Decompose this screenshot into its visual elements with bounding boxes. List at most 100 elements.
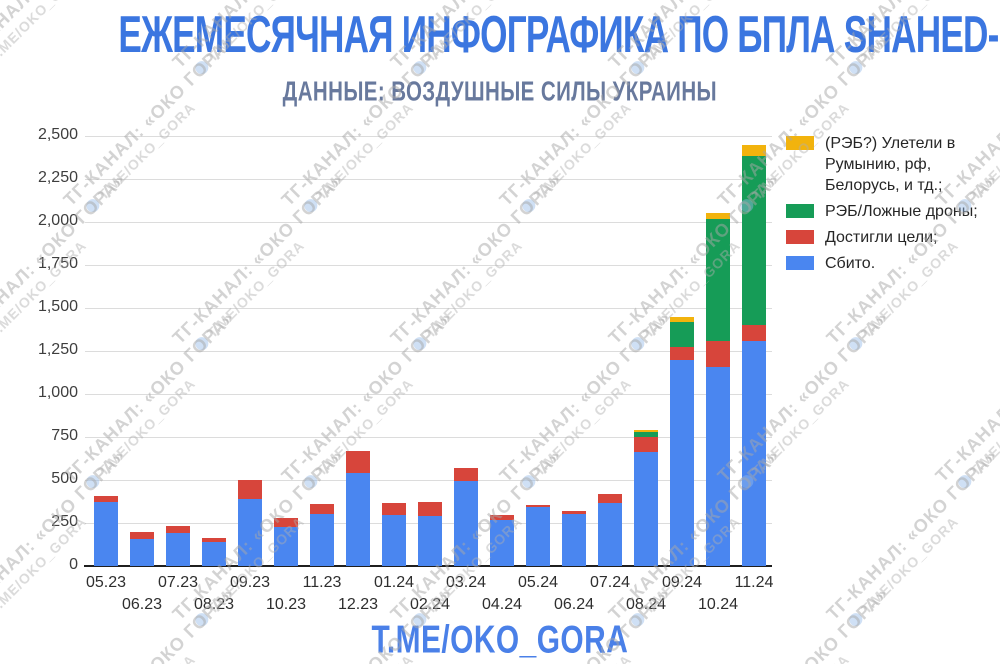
watermark: ТГ-КАНАЛ: «ОКО ГОРА»T.ME/OKO_GORA [932,307,1000,498]
y-axis-tick: 1,750 [37,255,78,272]
page-subtitle: ДАННЫЕ: ВОЗДУШНЫЕ СИЛЫ УКРАИНЫ [282,76,718,108]
bar-segment-hit_target-01.24 [382,503,406,516]
watermark: ТГ-КАНАЛ: «ОКО ГОРА»T.ME/OKO_GORA [823,445,1000,636]
gridline [85,222,772,223]
x-axis-label-10.24: 10.24 [697,596,739,613]
watermark-url-text: T.ME/OKO_GORA [857,513,962,617]
page-title: ЕЖЕМЕСЯЧНАЯ ИНФОГРАФИКА ПО БПЛА SHAHED-1… [118,6,1000,64]
bar-segment-ew_decoy-08.24 [634,431,658,437]
bar-segment-hit_target-06.24 [562,510,586,514]
bar-segment-shot_down-07.23 [166,533,190,566]
footer-row: T.ME/OKO_GORA [0,618,1000,662]
y-axis-tick: 250 [51,513,78,530]
bar-segment-hit_target-07.24 [598,493,622,504]
telegram-link[interactable]: T.ME/OKO_GORA [371,618,629,662]
legend-swatch-hit_target [786,230,814,244]
x-axis-label-05.23: 05.23 [85,574,127,591]
legend-item-hit_target: Достигли цели; [786,227,991,248]
bar-segment-flew_away-08.24 [634,430,658,432]
bar-segment-shot_down-03.24 [454,480,478,566]
bar-segment-hit_target-10.23 [274,517,298,528]
bar-segment-shot_down-08.24 [634,451,658,566]
x-axis-label-04.24: 04.24 [481,596,523,613]
bar-segment-hit_target-02.24 [418,501,442,517]
bar-segment-shot_down-02.24 [418,516,442,566]
y-axis-tick: 1,000 [37,384,78,401]
bar-segment-shot_down-08.23 [202,541,226,566]
x-axis-label-08.23: 08.23 [193,596,235,613]
legend-label-flew_away: (РЭБ?) Улетели в Румынию, рф, Белорусь, … [825,135,956,194]
x-axis-label-07.24: 07.24 [589,574,631,591]
page-title-row: ЕЖЕМЕСЯЧНАЯ ИНФОГРАФИКА ПО БПЛА SHAHED-1… [0,6,1000,64]
bar-segment-hit_target-10.24 [706,340,730,368]
bar-segment-shot_down-07.24 [598,503,622,566]
page-subtitle-row: ДАННЫЕ: ВОЗДУШНЫЕ СИЛЫ УКРАИНЫ [0,76,1000,108]
y-axis-tick: 0 [69,556,78,573]
x-axis-label-08.24: 08.24 [625,596,667,613]
x-axis-line [84,565,772,567]
bar-segment-hit_target-03.24 [454,467,478,481]
chart-legend: (РЭБ?) Улетели в Румынию, рф, Белорусь, … [786,133,991,279]
legend-item-shot_down: Сбито. [786,253,991,274]
gridline [85,265,772,266]
bar-segment-hit_target-11.23 [310,504,334,515]
bar-segment-hit_target-11.24 [742,325,766,341]
bar-segment-hit_target-04.24 [490,515,514,520]
plot-area [84,136,772,567]
watermark-url-line: T.ME/OKO_GORA [845,461,1000,630]
y-axis-tick: 1,500 [37,298,78,315]
y-axis-tick: 750 [51,427,78,444]
gridline [85,351,772,352]
x-axis-label-11.24: 11.24 [734,574,774,591]
bar-segment-hit_target-08.24 [634,437,658,452]
x-axis-label-09.24: 09.24 [661,574,703,591]
bar-segment-hit_target-06.23 [130,532,154,540]
gridline [85,437,772,438]
watermark-url-line: T.ME/OKO_GORA [954,323,1000,492]
watermark-url-text: T.ME/OKO_GORA [0,237,90,341]
legend-item-ew_decoy: РЭБ/Ложные дроны; [786,201,991,222]
bar-segment-ew_decoy-09.24 [670,321,694,347]
gridline [85,480,772,481]
watermark-channel-name: ТГ-КАНАЛ: «ОКО ГОРА» [822,445,1000,624]
bar-segment-ew_decoy-10.24 [706,218,730,341]
watermark-logo-icon [955,472,974,491]
x-axis-label-07.23: 07.23 [157,574,199,591]
bar-segment-shot_down-11.23 [310,514,334,566]
bar-segment-hit_target-09.23 [238,480,262,499]
legend-item-flew_away: (РЭБ?) Улетели в Румынию, рф, Белорусь, … [786,133,991,196]
legend-swatch-shot_down [786,256,814,270]
bar-segment-shot_down-06.24 [562,513,586,566]
bar-segment-hit_target-05.24 [526,504,550,507]
y-axis-tick: 2,500 [37,126,78,143]
x-axis-label-01.24: 01.24 [373,574,415,591]
bar-segment-flew_away-10.24 [706,212,730,219]
bar-segment-shot_down-11.24 [742,340,766,566]
bar-segment-hit_target-09.24 [670,346,694,360]
legend-label-ew_decoy: РЭБ/Ложные дроны; [825,203,978,220]
bar-segment-hit_target-07.23 [166,526,190,534]
bar-segment-hit_target-05.23 [94,495,118,503]
legend-swatch-ew_decoy [786,204,814,218]
x-axis-label-02.24: 02.24 [409,596,451,613]
bar-segment-shot_down-10.24 [706,367,730,566]
x-axis-label-06.23: 06.23 [121,596,163,613]
watermark-url-text: T.ME/OKO_GORA [966,375,1000,479]
bar-segment-flew_away-09.24 [670,317,694,322]
gridline [85,179,772,180]
bar-segment-shot_down-05.23 [94,502,118,566]
x-axis-label-03.24: 03.24 [445,574,487,591]
bar-segment-flew_away-11.24 [742,145,766,156]
bar-segment-hit_target-12.23 [346,450,370,474]
x-axis-label-11.23: 11.23 [302,574,342,591]
bar-segment-hit_target-08.23 [202,538,226,542]
x-axis-label-09.23: 09.23 [229,574,271,591]
gridline [85,308,772,309]
legend-label-shot_down: Сбито. [825,255,876,272]
bar-segment-shot_down-12.23 [346,473,370,566]
x-axis-label-06.24: 06.24 [553,596,595,613]
bar-segment-shot_down-01.24 [382,515,406,566]
bar-segment-shot_down-04.24 [490,519,514,566]
legend-swatch-flew_away [786,136,814,150]
